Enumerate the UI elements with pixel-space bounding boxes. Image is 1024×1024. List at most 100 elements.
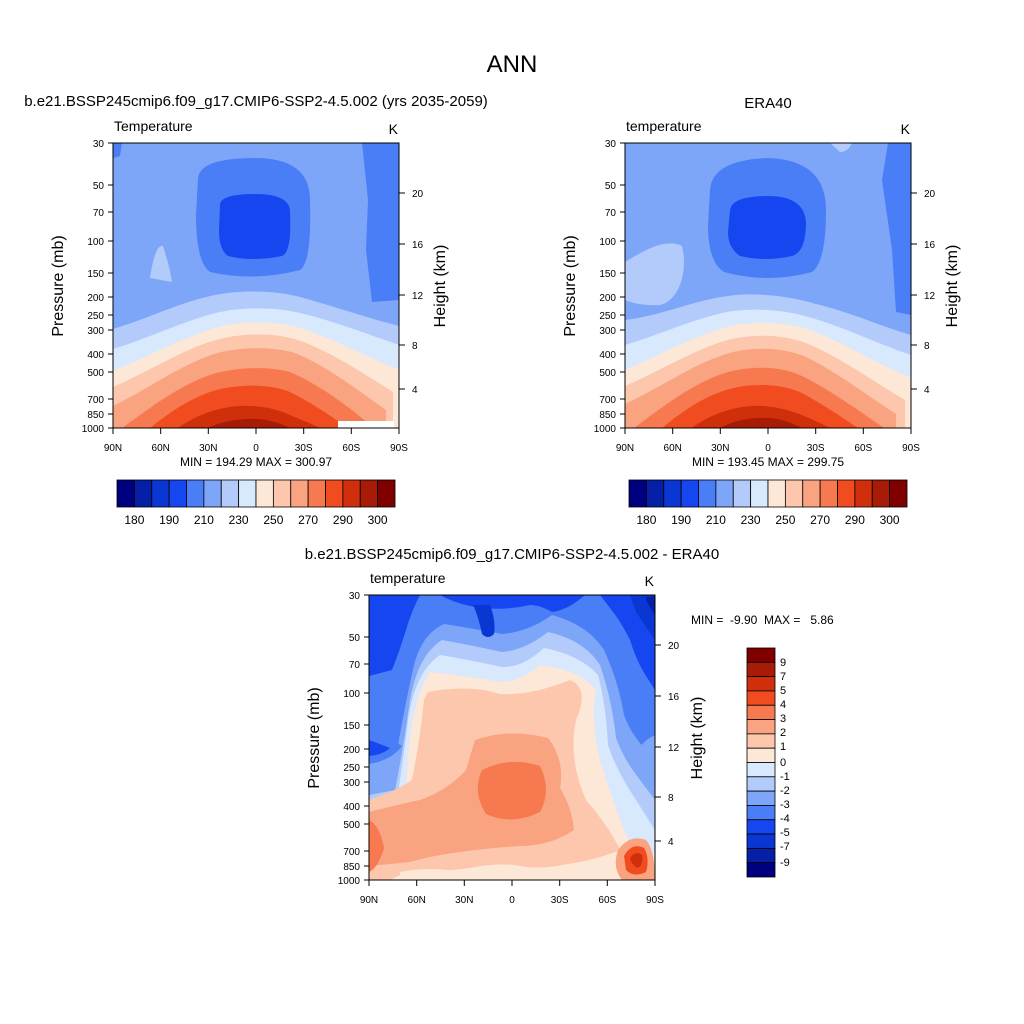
y-tick-label: 1000	[82, 424, 105, 435]
colorbar-swatch	[784, 479, 804, 508]
colorbar-swatch	[819, 479, 838, 508]
colorbar-swatch	[698, 479, 717, 508]
panel-model-axes: 30 50 70 100 150 200 250 300 400 500 700…	[82, 139, 424, 454]
colorbar-swatch	[307, 479, 326, 508]
contour-band-l8	[692, 405, 830, 428]
x-tick-label: 30S	[551, 895, 569, 906]
contour-band-trop-core	[219, 194, 291, 259]
x-tick-label: 30N	[455, 895, 473, 906]
y-tick-label: 150	[599, 269, 616, 280]
colorbar-swatch	[290, 479, 309, 508]
y-tick-label: 1000	[338, 876, 361, 887]
colorbar-swatch	[186, 479, 205, 508]
colorbar-swatch	[255, 479, 274, 508]
x-tick-label: 30N	[199, 443, 217, 454]
panel-obs-field	[625, 143, 911, 428]
colorbar-swatch	[151, 479, 170, 508]
figure-title: ANN	[487, 51, 538, 78]
y-axis-label: Pressure (mb)	[562, 235, 579, 336]
x-tick-label: 30N	[711, 443, 729, 454]
colorbar-label: 270	[810, 513, 830, 527]
colorbar-swatch	[746, 747, 776, 763]
colorbar-swatch	[746, 819, 776, 835]
colorbar-swatch	[767, 479, 786, 508]
y-tick-label: 400	[599, 350, 616, 361]
contour-band-pos-3b	[369, 820, 384, 872]
contour-band-neg-5	[369, 595, 655, 690]
y-axis-label: Pressure (mb)	[50, 235, 67, 336]
colorbar-label: 290	[845, 513, 865, 527]
y-axis-right-label: Height (km)	[432, 245, 449, 328]
colorbar-swatch	[663, 479, 682, 508]
colorbar-swatch	[359, 479, 379, 508]
y-right-tick-label: 12	[668, 743, 680, 754]
stats-label: MIN = 194.29 MAX = 300.97	[180, 455, 332, 469]
y-tick-label: 200	[87, 293, 104, 304]
colorbar-swatch	[272, 479, 292, 508]
y-right-tick-label: 12	[412, 291, 424, 302]
x-tick-label: 60N	[152, 443, 170, 454]
contour-band-polar-hot-core	[630, 853, 643, 868]
colorbar-swatch	[238, 479, 257, 508]
panel-obs-title: ERA40	[744, 95, 792, 112]
colorbar-label: 300	[368, 513, 388, 527]
x-tick-label: 60N	[664, 443, 682, 454]
panel-diff-units: K	[645, 573, 655, 589]
colorbar-label: 180	[124, 513, 144, 527]
colorbar-label: 270	[298, 513, 318, 527]
colorbar-swatch	[746, 733, 776, 749]
panel-obs: ERA40 temperature K	[562, 95, 961, 527]
panel-diff: b.e21.BSSP245cmip6.f09_g17.CMIP6-SSP2-4.…	[305, 546, 834, 906]
y-tick-label: 100	[599, 237, 616, 248]
contour-band-l8	[178, 405, 320, 428]
colorbar-label: -7	[780, 841, 790, 853]
colorbar-swatch	[325, 479, 344, 508]
colorbar-swatch	[746, 862, 776, 878]
colorbar-label: 5	[780, 685, 786, 697]
y-tick-label: 250	[599, 311, 616, 322]
y-right-tick-label: 12	[924, 291, 936, 302]
colorbar-label: 1	[780, 741, 786, 753]
contour-band-neg-3	[369, 595, 655, 800]
colorbar-swatch	[746, 690, 776, 706]
colorbar-label: -5	[780, 827, 790, 839]
contour-band-mid-light	[150, 245, 172, 282]
x-tick-label: 60S	[598, 895, 616, 906]
colorbar-label: -3	[780, 799, 790, 811]
y-tick-label: 70	[349, 660, 361, 671]
colorbar-label: 190	[159, 513, 179, 527]
y-right-tick-label: 16	[668, 692, 680, 703]
contour-band-200mb-low2	[369, 740, 390, 756]
colorbar-label: 210	[706, 513, 726, 527]
colorbar-swatch	[871, 479, 891, 508]
contour-band-neg-2	[369, 595, 655, 836]
colorbar-swatch	[746, 661, 776, 678]
colorbar-swatch	[746, 833, 776, 849]
x-tick-label: 0	[509, 895, 515, 906]
y-right-tick-label: 8	[924, 341, 930, 352]
y-tick-label: 30	[605, 139, 617, 150]
contour-band-south-polar	[362, 143, 399, 302]
y-tick-label: 50	[605, 181, 617, 192]
x-tick-label: 90N	[104, 443, 122, 454]
panel-model-colorbar	[116, 479, 396, 508]
y-tick-label: 150	[343, 721, 360, 732]
colorbar-swatch	[628, 479, 647, 508]
y-right-tick-label: 16	[412, 240, 424, 251]
stats-label: MIN = -9.90 MAX = 5.86	[691, 613, 834, 627]
y-tick-label: 850	[87, 410, 104, 421]
panel-obs-variable: temperature	[626, 118, 702, 134]
panel-model-title: b.e21.BSSP245cmip6.f09_g17.CMIP6-SSP2-4.…	[24, 93, 488, 110]
x-tick-label: 90S	[902, 443, 920, 454]
y-tick-label: 300	[599, 326, 616, 337]
contour-band-200mb-right	[636, 735, 655, 772]
x-tick-label: 30S	[807, 443, 825, 454]
colorbar-swatch	[746, 647, 776, 663]
contour-band-south-polar	[882, 143, 911, 315]
y-tick-label: 700	[87, 395, 104, 406]
colorbar-swatch	[133, 479, 153, 508]
y-tick-label: 850	[343, 862, 360, 873]
y-axis-right-label: Height (km)	[944, 245, 961, 328]
colorbar-swatch	[746, 847, 776, 864]
